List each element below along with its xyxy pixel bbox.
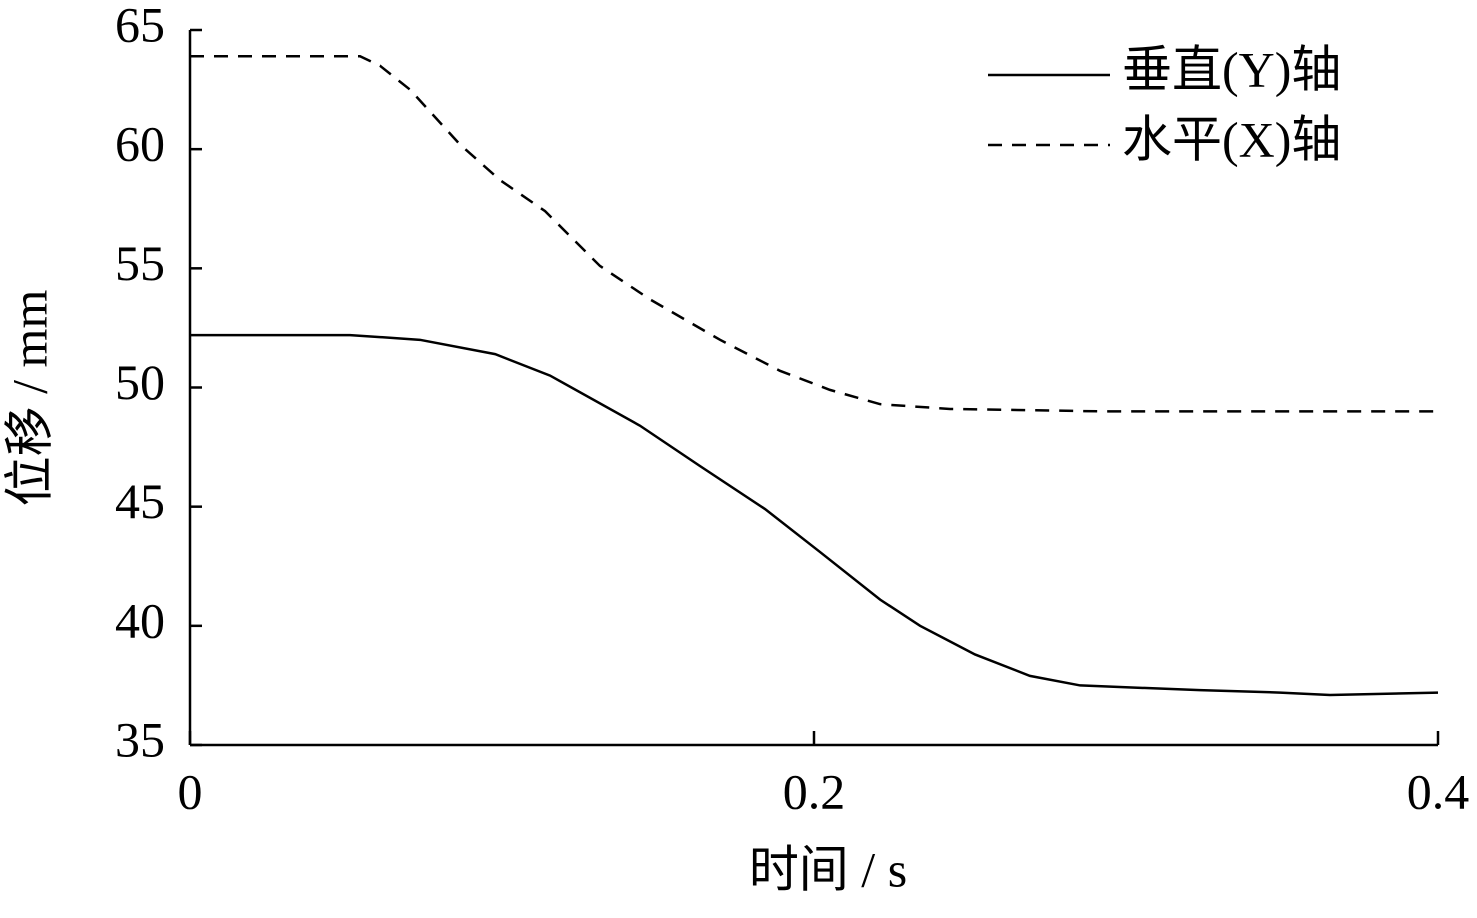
y-tick-label: 45 [115,473,165,529]
y-tick-label: 50 [115,354,165,410]
legend-label: 水平(X)轴 [1122,111,1341,167]
y-tick-label: 35 [115,711,165,767]
line [190,333,1439,697]
x-tick-label: 0.2 [783,763,846,819]
y-tick-label: 40 [115,592,165,648]
x-tick-label: 0 [178,763,203,819]
y-tick-label: 55 [115,235,165,291]
legend-label: 垂直(Y)轴 [1122,41,1341,97]
x-axis-label: 时间 / s [749,841,907,897]
y-tick-label: 65 [115,0,165,52]
y-axis-label: 位移 / mm [1,290,57,507]
line [190,54,1438,413]
x-tick-label: 0.4 [1407,763,1470,819]
y-tick-label: 60 [115,116,165,172]
